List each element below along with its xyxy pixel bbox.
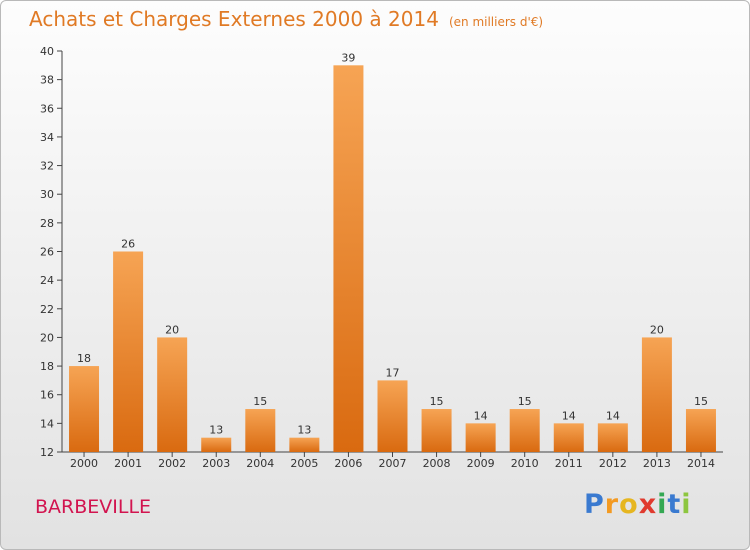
data-label-2003: 13 <box>209 424 223 437</box>
data-label-2011: 14 <box>562 409 576 422</box>
y-tick-label: 38 <box>40 74 54 87</box>
x-tick-label: 2005 <box>290 457 318 470</box>
chart-labels: 2000 18 2001 26 2002 20 2003 13 2004 15 2005 13 2006… <box>70 51 715 470</box>
x-tick-label: 2003 <box>202 457 230 470</box>
x-tick-label: 2013 <box>643 457 671 470</box>
x-tick-label: 2002 <box>158 457 186 470</box>
data-label-2009: 14 <box>474 409 488 422</box>
y-tick-label: 32 <box>40 160 54 173</box>
x-tick-label: 2000 <box>70 457 98 470</box>
bar-2002 <box>157 337 188 452</box>
commune-name: BARBEVILLE <box>35 496 152 518</box>
data-label-2002: 20 <box>165 323 179 336</box>
data-label-2000: 18 <box>77 352 91 365</box>
chart-title: Achats et Charges Externes 2000 à 2014 (e… <box>29 7 543 31</box>
data-label-2008: 15 <box>430 395 444 408</box>
bar-2005 <box>289 437 320 452</box>
x-tick-label: 2007 <box>379 457 407 470</box>
x-tick-label: 2006 <box>334 457 362 470</box>
y-tick-label: 28 <box>40 217 54 230</box>
x-tick-label: 2009 <box>467 457 495 470</box>
y-tick-label: 30 <box>40 188 54 201</box>
bar-2007 <box>377 380 408 452</box>
bar-2010 <box>509 409 540 452</box>
data-label-2012: 14 <box>606 409 620 422</box>
data-label-2001: 26 <box>121 238 135 251</box>
y-tick-label: 16 <box>40 389 54 402</box>
y-tick-label: 14 <box>40 417 54 430</box>
y-tick-label: 36 <box>40 102 54 115</box>
x-tick-label: 2004 <box>246 457 274 470</box>
y-tick-label: 20 <box>40 331 54 344</box>
bar-2004 <box>245 409 276 452</box>
y-tick-label: 12 <box>40 446 54 459</box>
data-label-2007: 17 <box>386 366 400 379</box>
bar-2009 <box>465 423 496 452</box>
bar-2013 <box>641 337 672 452</box>
x-tick-label: 2014 <box>687 457 715 470</box>
chart-bars <box>69 65 716 453</box>
bar-2006 <box>333 65 364 453</box>
y-tick-label: 22 <box>40 303 54 316</box>
y-tick-label: 18 <box>40 360 54 373</box>
bar-2003 <box>201 437 232 452</box>
bar-2008 <box>421 409 452 452</box>
data-label-2006: 39 <box>341 51 355 64</box>
x-tick-label: 2012 <box>599 457 627 470</box>
bar-2000 <box>69 366 100 452</box>
x-tick-label: 2001 <box>114 457 142 470</box>
data-label-2013: 20 <box>650 323 664 336</box>
y-tick-label: 34 <box>40 131 54 144</box>
bar-2001 <box>113 251 144 452</box>
x-tick-label: 2008 <box>423 457 451 470</box>
chart-title-text: Achats et Charges Externes 2000 à 2014 <box>29 7 439 31</box>
bar-2011 <box>553 423 584 452</box>
x-tick-label: 2010 <box>511 457 539 470</box>
chart-unit: (en milliers d'€) <box>448 15 544 29</box>
proxiti-logo[interactable]: Proxiti <box>584 489 692 520</box>
chart-axes: 12 14 16 18 20 22 24 26 28 30 32 34 36 38 40 <box>40 45 723 459</box>
y-tick-label: 40 <box>40 45 54 58</box>
bar-2014 <box>685 409 716 452</box>
x-tick-label: 2011 <box>555 457 583 470</box>
data-label-2005: 13 <box>297 424 311 437</box>
data-label-2004: 15 <box>253 395 267 408</box>
data-label-2014: 15 <box>694 395 708 408</box>
data-label-2010: 15 <box>518 395 532 408</box>
y-tick-label: 26 <box>40 246 54 259</box>
bar-2012 <box>597 423 628 452</box>
y-tick-label: 24 <box>40 274 54 287</box>
